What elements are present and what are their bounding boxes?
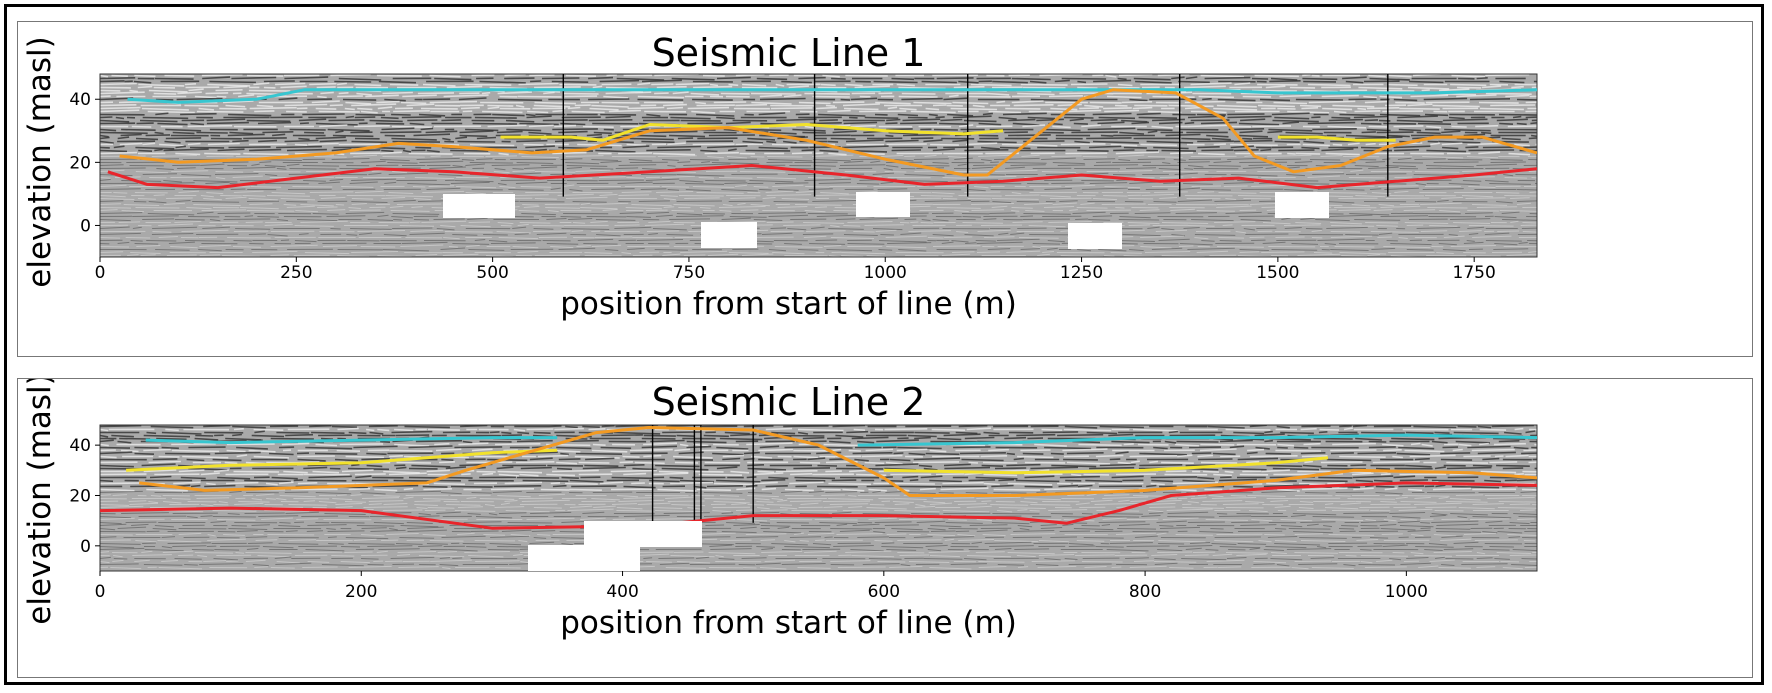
x-tick-label: 800 bbox=[1129, 582, 1161, 602]
seismic-line-2-panel: 0 200 400 600 800 1000 0 20 40 Seismic Line 2 posi… bbox=[17, 378, 1753, 678]
y-tick-label: 0 bbox=[80, 216, 91, 236]
x-tick-label: 750 bbox=[673, 263, 705, 283]
horizon-line-4 bbox=[119, 88, 1537, 177]
y-tick-label: 40 bbox=[69, 90, 91, 110]
masked-label-3 bbox=[856, 192, 910, 217]
x-tick-label: 1500 bbox=[1256, 263, 1299, 283]
x-tick-label: 0 bbox=[95, 263, 106, 283]
x-tick-label: 250 bbox=[280, 263, 312, 283]
x-tick-label: 1000 bbox=[1385, 582, 1428, 602]
seismic-line-1-panel: 0 250 500 750 1000 1250 1500 1750 0 20 40 Seismic L… bbox=[17, 21, 1753, 357]
x-tick-label: 1250 bbox=[1060, 263, 1103, 283]
horizon-line-4 bbox=[883, 456, 1329, 475]
x-axis-label: position from start of line (m) bbox=[560, 286, 1017, 322]
plot-frame bbox=[99, 73, 1538, 258]
y-axis-label: elevation (masl) bbox=[22, 36, 58, 287]
x-tick-label: 1750 bbox=[1453, 263, 1496, 283]
seismic-line-1-chart: 0 250 500 750 1000 1250 1500 1750 0 20 40 Seismic L… bbox=[22, 31, 1538, 322]
x-tick-label: 200 bbox=[345, 582, 377, 602]
masked-label-1 bbox=[443, 194, 515, 218]
seismic-image-background bbox=[100, 425, 1537, 571]
y-tick-label: 20 bbox=[69, 153, 91, 173]
x-axis-label: position from start of line (m) bbox=[560, 605, 1017, 641]
masked-label-2 bbox=[701, 222, 757, 248]
plot-frame bbox=[99, 424, 1538, 572]
horizon-line-1 bbox=[127, 88, 1537, 104]
masked-label-4 bbox=[1068, 223, 1122, 249]
seismic-texture bbox=[100, 74, 1537, 257]
x-tick-label: 500 bbox=[476, 263, 508, 283]
x-tick-label: 400 bbox=[606, 582, 638, 602]
y-tick-label: 0 bbox=[80, 537, 91, 557]
masked-label-5 bbox=[1275, 192, 1329, 218]
horizon-line-1 bbox=[145, 436, 558, 445]
y-axis-label: elevation (masl) bbox=[22, 379, 58, 625]
horizon-line-3 bbox=[1277, 135, 1396, 142]
x-tick-label: 1000 bbox=[864, 263, 907, 283]
y-tick-label: 40 bbox=[69, 436, 91, 456]
horizon-line-2 bbox=[857, 433, 1537, 447]
figure-frame: 0 250 500 750 1000 1250 1500 1750 0 20 40 Seismic L… bbox=[4, 4, 1764, 685]
horizon-line-3 bbox=[126, 448, 558, 472]
chart-title: Seismic Line 1 bbox=[652, 31, 926, 75]
seismic-line-2-chart: 0 200 400 600 800 1000 0 20 40 Seismic Line 2 posi… bbox=[22, 379, 1538, 641]
x-tick-label: 600 bbox=[868, 582, 900, 602]
chart-title: Seismic Line 2 bbox=[652, 380, 926, 424]
x-tick-label: 0 bbox=[95, 582, 106, 602]
masked-label-2 bbox=[528, 545, 640, 571]
masked-label-1 bbox=[584, 521, 702, 547]
horizon-line-5 bbox=[139, 426, 1537, 497]
horizon-line-5 bbox=[107, 164, 1537, 190]
y-tick-label: 20 bbox=[69, 486, 91, 506]
horizon-line-6 bbox=[100, 481, 1537, 530]
